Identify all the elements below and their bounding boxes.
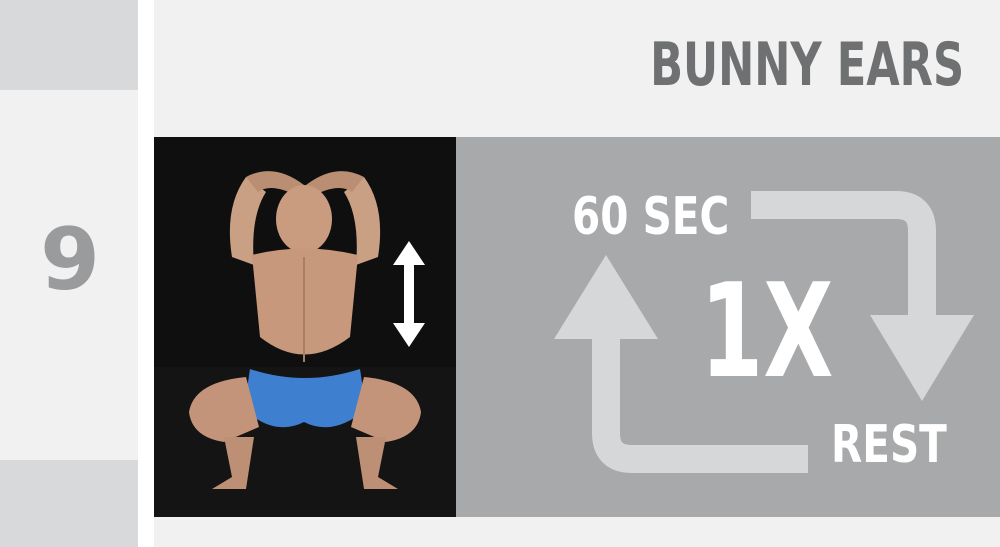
sidebar-bottom-block bbox=[0, 460, 138, 547]
sidebar-top-block bbox=[0, 0, 138, 90]
cycle-arrows-icon bbox=[554, 191, 974, 473]
duration-label: 60 SEC bbox=[572, 187, 730, 247]
set-info-panel: 60 SEC 1X REST bbox=[456, 137, 1000, 517]
step-number: 9 bbox=[40, 210, 100, 310]
exercise-title: BUNNY EARS bbox=[650, 30, 964, 100]
up-down-arrow-icon bbox=[393, 241, 425, 347]
step-sidebar: 9 bbox=[0, 0, 138, 547]
repetition-count: 1X bbox=[700, 255, 834, 407]
exercise-photo bbox=[154, 137, 456, 517]
rest-label: REST bbox=[831, 415, 947, 475]
